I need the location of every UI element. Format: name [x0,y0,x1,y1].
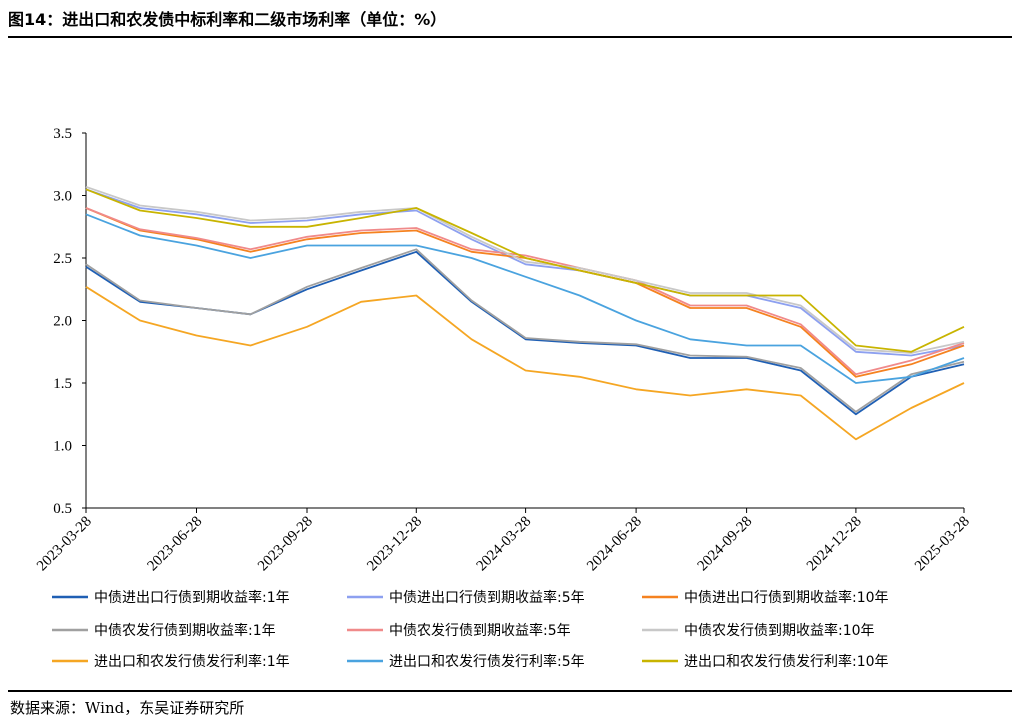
legend-label: 中债农发行债到期收益率:5年 [389,622,571,639]
legend-label: 进出口和农发行债发行利率:10年 [684,653,889,670]
y-tick-label: 3.0 [53,189,72,205]
figure-title: 图14：进出口和农发债中标利率和二级市场利率（单位：%） [8,10,447,29]
series-line-5 [85,207,965,376]
series-line-9 [85,188,965,353]
legend-label: 中债农发行债到期收益率:10年 [684,622,875,639]
legend-label: 中债进出口行债到期收益率:1年 [94,589,290,606]
x-tick-label: 2024-03-28 [474,514,535,575]
legend-label: 进出口和农发行债发行利率:5年 [389,653,585,670]
x-tick-label: 2023-12-28 [364,514,425,575]
x-tick-label: 2024-12-28 [804,514,865,575]
series-line-6 [85,185,965,354]
series-line-2 [85,188,965,357]
bottom-divider [8,690,1012,692]
x-tick-label: 2023-03-28 [34,514,95,575]
series-line-4 [85,248,965,413]
x-tick-label: 2024-06-28 [584,514,645,575]
series-line-7 [85,286,965,441]
source-note: 数据来源：Wind，东吴证券研究所 [10,699,245,717]
top-divider [8,36,1012,38]
x-tick-label: 2024-09-28 [695,514,756,575]
legend-label: 中债进出口行债到期收益率:5年 [389,589,585,606]
series-line-8 [85,213,965,384]
legend-label: 中债农发行债到期收益率:1年 [94,622,276,639]
y-tick-label: 0.5 [53,501,72,517]
legend-label: 进出口和农发行债发行利率:1年 [94,653,290,670]
x-tick-label: 2023-09-28 [255,514,316,575]
series-line-3 [85,207,965,378]
line-chart: 0.5 1.0 1.5 2.0 2.5 3.0 3.5 2023-03-28 2023-06-2… [34,126,973,670]
x-tick-label: 2023-06-28 [145,514,206,575]
y-tick-label: 3.5 [53,126,72,142]
chart-legend: 中债进出口行债到期收益率:1年 中债进出口行债到期收益率:5年 中债进出口行债到期收… [52,589,889,670]
y-tick-label: 2.5 [53,251,72,267]
y-tick-label: 1.0 [53,439,72,455]
y-tick-label: 2.0 [53,314,72,330]
y-tick-label: 1.5 [53,376,72,392]
chart-series-lines [85,185,965,441]
x-tick-label: 2025-03-28 [912,514,973,575]
chart-axes: 0.5 1.0 1.5 2.0 2.5 3.0 3.5 2023-03-28 2023-06-2… [34,126,973,574]
legend-label: 中债进出口行债到期收益率:10年 [684,589,889,606]
